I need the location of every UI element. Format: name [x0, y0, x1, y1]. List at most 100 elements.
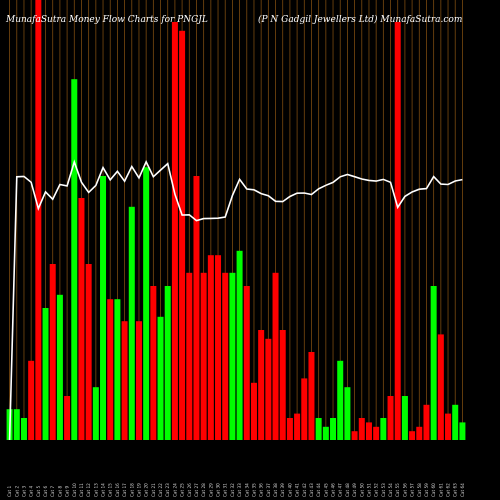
bar [279, 330, 286, 440]
x-tick-label: Cat 40 [287, 483, 292, 497]
bar [78, 198, 85, 440]
bar [459, 422, 466, 440]
bar [229, 272, 236, 440]
bar [222, 272, 229, 440]
x-tick-label: Cat 61 [438, 483, 443, 497]
x-tick-label: Cat 51 [366, 483, 371, 497]
bar [430, 286, 437, 440]
x-tick-label: Cat 20 [144, 483, 149, 497]
bar [308, 352, 315, 440]
bar [100, 176, 107, 440]
x-tick-label: Cat 47 [338, 483, 343, 497]
bar [445, 413, 452, 440]
bar [143, 167, 150, 440]
x-tick-label: Cat 35 [251, 483, 256, 497]
x-tick-label: Cat 58 [417, 483, 422, 497]
bar [294, 413, 301, 440]
x-tick-label: Cat 34 [244, 483, 249, 497]
bar [301, 378, 308, 440]
x-tick-label: Cat 43 [309, 483, 314, 497]
x-tick-label: Cat 15 [108, 483, 113, 497]
x-tick-label: Cat 3 [21, 486, 26, 497]
x-tick-label: Cat 11 [79, 483, 84, 497]
bar [164, 286, 171, 440]
x-tick-label: Cat 4 [29, 486, 34, 497]
bar [64, 396, 71, 440]
bar [193, 176, 200, 440]
bar [322, 426, 329, 440]
x-tick-label: Cat 41 [295, 483, 300, 497]
x-tick-label: Cat 17 [122, 483, 127, 497]
bar [243, 286, 250, 440]
grid-lines [9, 0, 463, 440]
x-tick-label: Cat 21 [151, 483, 156, 497]
bar [272, 272, 279, 440]
bar [157, 316, 164, 440]
bar [351, 431, 358, 440]
x-tick-label: Cat 14 [101, 483, 106, 497]
x-tick-label: Cat 38 [273, 483, 278, 497]
bar [258, 330, 265, 440]
x-tick-label: Cat 6 [43, 486, 48, 497]
x-tick-label: Cat 62 [446, 483, 451, 497]
bar [186, 272, 193, 440]
bar [409, 431, 416, 440]
chart-subtitle: (P N Gadgil Jewellers Ltd) MunafaSutra.c… [258, 14, 462, 25]
x-tick-label: Cat 53 [381, 483, 386, 497]
x-tick-label: Cat 39 [280, 483, 285, 497]
x-tick-label: Cat 31 [223, 483, 228, 497]
x-tick-label: Cat 7 [50, 486, 55, 497]
x-tick-label: Cat 24 [172, 483, 177, 497]
x-tick-label: Cat 46 [331, 483, 336, 497]
x-tick-label: Cat 28 [201, 483, 206, 497]
x-tick-label: Cat 12 [86, 483, 91, 497]
bar [286, 418, 293, 440]
bar [71, 79, 78, 440]
bar [387, 396, 394, 440]
bar [150, 286, 157, 440]
x-tick-label: Cat 13 [93, 483, 98, 497]
x-tick-labels: Cat 1 Cat 2 Cat 3 Cat 4 Cat 5 Cat 6 Cat 7 Cat 8… [7, 483, 465, 497]
x-tick-label: Cat 48 [345, 483, 350, 497]
bars [6, 0, 466, 441]
x-tick-label: Cat 59 [424, 483, 429, 497]
bar [416, 426, 423, 440]
x-tick-label: Cat 26 [187, 483, 192, 497]
bar [179, 30, 186, 441]
bar [114, 299, 121, 440]
bar [56, 294, 63, 440]
bar [92, 387, 99, 440]
x-tick-label: Cat 37 [266, 483, 271, 497]
bar [13, 409, 20, 440]
x-tick-label: Cat 16 [115, 483, 120, 497]
bar [121, 321, 128, 440]
x-tick-label: Cat 9 [65, 486, 70, 497]
x-tick-label: Cat 22 [158, 483, 163, 497]
bar [337, 360, 344, 440]
x-tick-label: Cat 2 [14, 486, 19, 497]
x-tick-label: Cat 10 [72, 483, 77, 497]
bar [171, 22, 178, 440]
x-tick-label: Cat 64 [460, 483, 465, 497]
x-tick-label: Cat 50 [359, 483, 364, 497]
bar [207, 255, 214, 440]
bar [236, 250, 243, 440]
x-tick-label: Cat 19 [136, 483, 141, 497]
x-tick-label: Cat 36 [259, 483, 264, 497]
x-tick-label: Cat 57 [410, 483, 415, 497]
x-tick-label: Cat 1 [7, 486, 12, 497]
bar [135, 321, 142, 440]
bar [373, 426, 380, 440]
bar [358, 418, 365, 440]
bar [380, 418, 387, 440]
x-tick-label: Cat 33 [237, 483, 242, 497]
x-tick-label: Cat 32 [230, 483, 235, 497]
x-tick-label: Cat 8 [57, 486, 62, 497]
bar [107, 299, 114, 440]
bar [394, 22, 401, 440]
bar [423, 404, 430, 440]
money-flow-line [8, 159, 463, 441]
bar [344, 387, 351, 440]
bar [365, 422, 372, 440]
